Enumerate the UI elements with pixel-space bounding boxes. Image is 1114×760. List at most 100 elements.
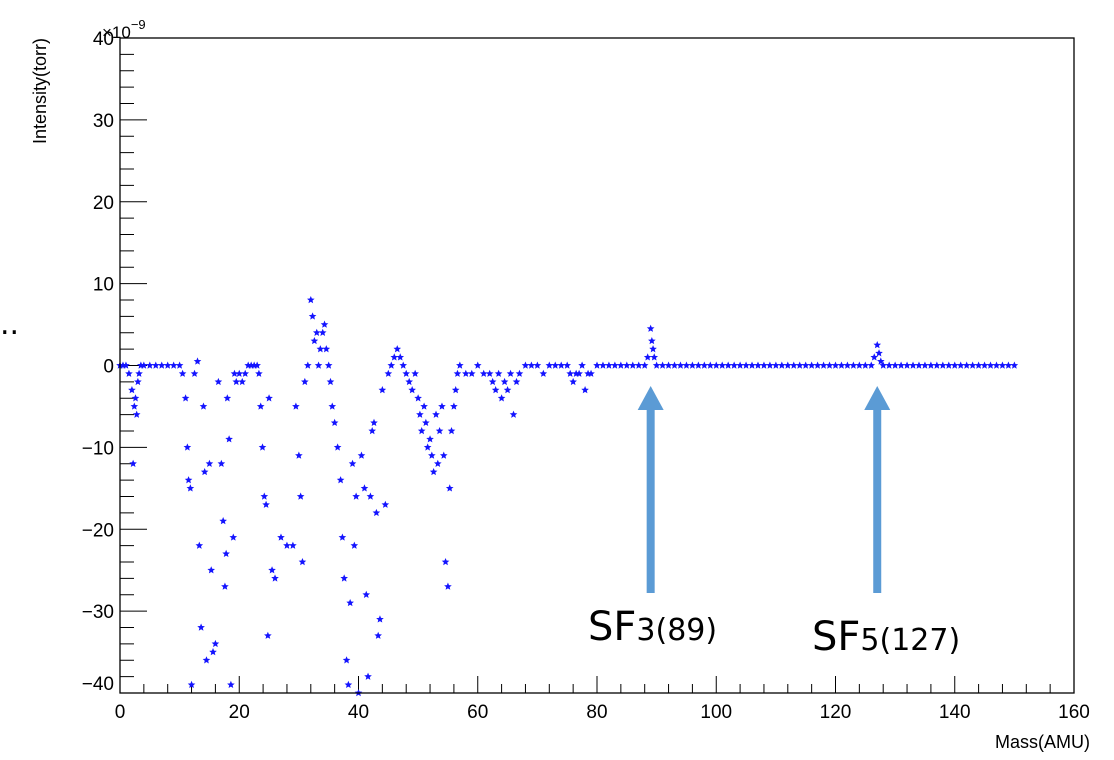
- data-point: [417, 427, 426, 435]
- data-point: [569, 377, 577, 386]
- data-point: [587, 369, 595, 377]
- data-point: [921, 361, 929, 369]
- data-point: [308, 312, 317, 320]
- data-point: [915, 361, 923, 369]
- data-point: [950, 361, 959, 369]
- data-point: [255, 369, 263, 377]
- y-tick-label: −10: [82, 438, 114, 459]
- data-point: [646, 324, 655, 332]
- data-point: [593, 361, 601, 369]
- data-point: [855, 361, 864, 369]
- data-point: [563, 361, 571, 369]
- data-point: [330, 418, 339, 427]
- data-point: [318, 328, 327, 336]
- data-point: [813, 361, 822, 369]
- data-point: [479, 369, 488, 377]
- data-point: [352, 492, 360, 500]
- data-point: [649, 345, 657, 353]
- data-point: [650, 353, 659, 361]
- data-point: [509, 410, 518, 418]
- data-point: [962, 361, 971, 369]
- data-point: [193, 357, 202, 365]
- y-tick-label: 0: [103, 357, 114, 378]
- data-point: [262, 500, 270, 508]
- sf5-label-main: SF: [812, 614, 860, 660]
- data-point: [265, 394, 273, 402]
- data-point: [399, 361, 408, 369]
- data-point: [837, 361, 846, 369]
- data-point: [122, 361, 130, 369]
- data-point: [867, 361, 876, 369]
- y-tick-label: 10: [93, 275, 114, 296]
- data-point: [130, 402, 139, 410]
- x-tick-label: 80: [586, 702, 607, 723]
- data-point: [688, 361, 697, 369]
- data-point: [298, 558, 307, 566]
- data-point: [132, 410, 141, 418]
- x-tick-label: 0: [115, 702, 126, 723]
- data-point: [903, 361, 911, 369]
- data-point: [485, 369, 494, 377]
- data-point: [314, 361, 323, 369]
- data-point: [387, 361, 396, 369]
- y-tick-label: −20: [82, 520, 114, 541]
- y-multiplier-base: ×10: [102, 23, 131, 42]
- data-point: [151, 361, 160, 369]
- data-point: [801, 361, 810, 369]
- data-point: [295, 451, 303, 459]
- data-point: [366, 492, 375, 500]
- data-point: [292, 402, 300, 410]
- data-point: [506, 369, 515, 377]
- data-point: [494, 369, 503, 377]
- data-point: [134, 377, 142, 386]
- data-point: [378, 386, 387, 394]
- data-point: [730, 361, 738, 369]
- sf3-label-main: SF: [588, 604, 636, 650]
- data-point: [169, 361, 178, 369]
- data-point: [229, 533, 238, 541]
- data-point: [512, 377, 521, 386]
- data-point: [849, 361, 858, 369]
- x-tick-label: 20: [229, 702, 250, 723]
- data-point: [652, 361, 661, 369]
- data-point: [742, 361, 750, 369]
- data-point: [222, 549, 230, 558]
- x-tick-label: 40: [348, 702, 369, 723]
- data-point: [408, 386, 416, 394]
- data-point: [211, 639, 220, 648]
- data-point: [348, 459, 357, 467]
- data-point: [393, 345, 402, 353]
- data-point: [497, 394, 506, 402]
- data-point: [435, 427, 444, 435]
- data-point: [807, 361, 816, 369]
- data-point: [557, 361, 566, 369]
- data-point: [360, 484, 369, 492]
- data-point: [219, 517, 227, 525]
- data-point: [232, 377, 241, 386]
- data-point: [368, 427, 377, 435]
- data-point: [754, 361, 762, 369]
- data-point: [129, 459, 137, 467]
- data-point: [831, 361, 840, 369]
- data-point: [712, 361, 721, 369]
- data-point: [599, 361, 607, 369]
- data-point: [209, 648, 217, 656]
- data-point: [420, 402, 428, 410]
- data-point: [488, 377, 497, 386]
- x-tick-label: 120: [820, 702, 852, 723]
- data-point: [230, 369, 239, 377]
- data-point: [873, 341, 882, 349]
- data-point: [214, 377, 223, 386]
- data-point: [346, 598, 354, 607]
- data-point: [462, 369, 470, 377]
- data-point: [304, 361, 312, 369]
- data-point: [500, 377, 509, 386]
- data-point: [450, 402, 458, 410]
- y-tick-label: 30: [93, 111, 114, 132]
- data-point: [381, 500, 390, 508]
- data-point: [342, 656, 351, 664]
- data-point: [405, 377, 413, 386]
- axis-ticks: [119, 37, 1075, 694]
- data-point: [364, 672, 372, 680]
